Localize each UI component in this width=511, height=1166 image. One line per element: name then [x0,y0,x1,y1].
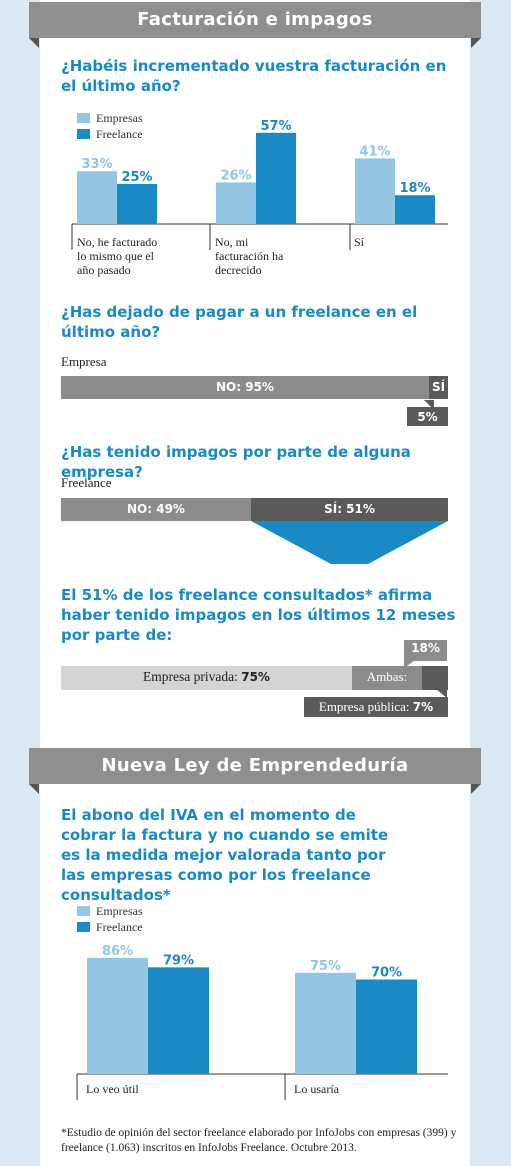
category-label-si: Sí [354,235,365,249]
chart-dejado-de-pagar [61,376,448,426]
question-facturacion: ¿Habéis incrementado vuestra facturación… [61,57,447,95]
chart-impagos [61,498,448,564]
category-label-veo-util: Lo veo útil [86,1082,139,1096]
bar-publica [422,666,448,690]
legend-label-freelance: Freelance [96,919,143,934]
group-label-freelance: Freelance [61,475,112,490]
callout-label-si: 5% [417,410,438,424]
callout-ambas [404,640,447,661]
bar-si [251,498,448,521]
callout-label-ambas: 18% [411,641,440,655]
bar-freelance [256,132,296,224]
data-label-freelance: 79% [163,953,194,968]
pointer-publica [437,690,447,698]
bar-label-si: SÍ: 51% [324,502,375,516]
data-label-empresas: 86% [102,944,133,959]
bar-label-no: NO: 49% [127,502,185,516]
funnel [251,521,448,564]
legend-item-empresas: Empresas [77,110,143,126]
banner-fold-right [471,38,481,48]
bar-empresas [216,182,256,224]
bar-empresas [295,972,356,1074]
chart-impagos-origen [61,640,448,717]
legend-label-empresas: Empresas [96,110,143,125]
data-label-freelance: 57% [260,119,291,134]
bar-label-si: SÍ [431,380,446,394]
data-label-freelance: 18% [399,181,430,196]
bar-si [429,376,448,399]
question-iva: El abono del IVA en el momento de cobrar… [61,806,389,904]
bar-freelance [148,967,209,1074]
footnote: *Estudio de opinión del sector freelance… [61,1127,457,1154]
callout-si [407,407,448,426]
callout-label-publica: Empresa pública: 7% [304,699,448,715]
data-label-empresas: 26% [220,168,251,183]
banner-fold-left [29,784,39,794]
banner-fold-right [471,784,481,794]
chart-iva: 86% 79% 75% 70% [76,944,448,1100]
bar-privada [61,666,352,690]
callout-label-publica-value: 7% [412,700,434,714]
bar-no [61,498,251,521]
section-banner-facturacion: Facturación e impagos [29,2,481,38]
legend-swatch-empresas [77,113,90,123]
data-label-empresas: 41% [359,144,390,159]
category-label-decrecido: No, mi facturación ha decrecido [215,235,284,277]
data-label-freelance: 25% [121,170,152,185]
bar-freelance [356,979,417,1074]
bar-label-privada-text: Empresa privada: [143,669,242,684]
bar-label-privada: Empresa privada: 75% [61,669,352,685]
legend-q5: Empresas Freelance [77,903,143,935]
legend-swatch-freelance [77,922,90,932]
question-impagos-origen: El 51% de los freelance consultados* afi… [61,586,456,644]
legend-item-freelance: Freelance [77,126,143,142]
category-label-usaria: Lo usaría [294,1082,339,1096]
banner-fold-left [29,38,39,48]
group-label-empresa: Empresa [61,354,107,369]
bar-freelance [395,195,435,224]
section-banner-ley: Nueva Ley de Emprendeduría [29,748,481,784]
legend-q1: Empresas Freelance [77,110,143,142]
bar-empresas [355,158,395,224]
bar-label-no: NO: 95% [216,380,274,394]
bar-empresas [77,171,117,224]
bar-label-privada-value: 75% [241,670,270,684]
chart-facturacion: 33% 25% 26% 57% 41% 18% [71,119,448,250]
data-label-empresas: 75% [310,959,341,974]
callout-label-publica-text: Empresa pública: [318,699,413,714]
legend-item-freelance: Freelance [77,919,143,935]
legend-label-empresas: Empresas [96,903,143,918]
bar-label-ambas: Ambas: [366,669,408,684]
legend-swatch-freelance [77,129,90,139]
category-label-igual: No, he facturado lo mismo que el año pas… [77,235,158,277]
data-label-empresas: 33% [81,157,112,172]
bar-no [61,376,429,399]
legend-swatch-empresas [77,906,90,916]
bar-ambas [352,666,422,690]
legend-label-freelance: Freelance [96,126,143,141]
question-impagos: ¿Has tenido impagos por parte de alguna … [61,443,411,481]
bar-empresas [87,957,148,1074]
legend-item-empresas: Empresas [77,903,143,919]
bar-freelance [117,184,157,224]
callout-publica [304,697,448,717]
question-dejado-de-pagar: ¿Has dejado de pagar a un freelance en e… [61,303,418,341]
data-label-freelance: 70% [371,966,402,981]
